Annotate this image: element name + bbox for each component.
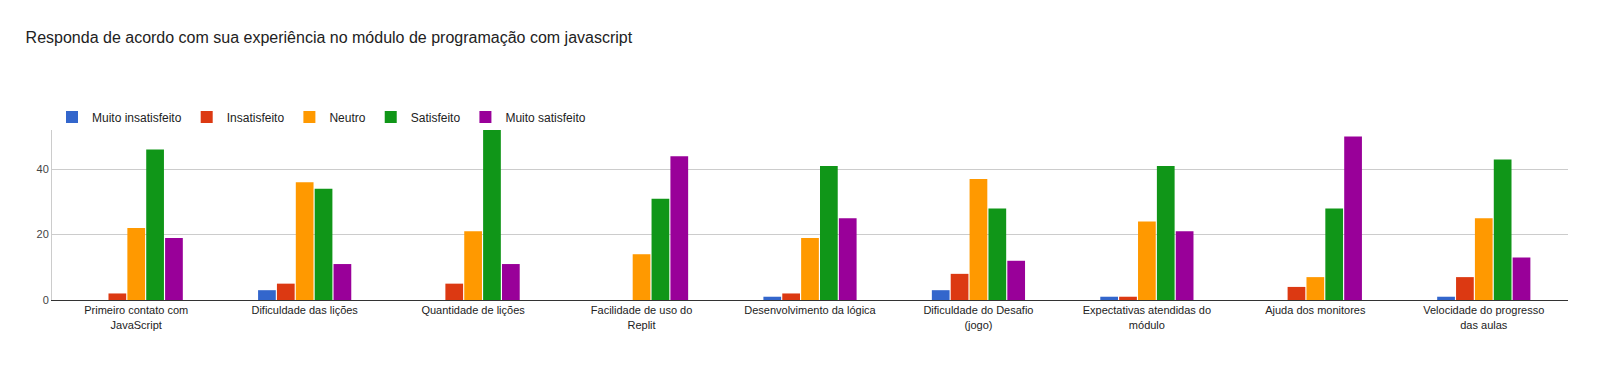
svg-text:Satisfeito: Satisfeito — [411, 111, 461, 125]
svg-text:20: 20 — [37, 228, 49, 240]
svg-text:Responda de acordo com sua exp: Responda de acordo com sua experiência n… — [26, 29, 633, 46]
svg-text:Dificuldade do Desafio(jogo): Dificuldade do Desafio(jogo) — [923, 304, 1033, 330]
svg-text:40: 40 — [37, 163, 49, 175]
svg-text:Neutro: Neutro — [329, 111, 365, 125]
svg-text:Velocidade do progressodas aul: Velocidade do progressodas aulas — [1423, 304, 1544, 330]
svg-text:Quantidade de lições: Quantidade de lições — [421, 304, 525, 316]
svg-text:Primeiro contato comJavaScript: Primeiro contato comJavaScript — [84, 304, 188, 330]
svg-text:Facilidade de uso doReplit: Facilidade de uso doReplit — [591, 304, 693, 330]
svg-text:Insatisfeito: Insatisfeito — [227, 111, 285, 125]
svg-text:0: 0 — [43, 294, 49, 306]
svg-text:Muito insatisfeito: Muito insatisfeito — [92, 111, 182, 125]
svg-text:Ajuda dos monitores: Ajuda dos monitores — [1265, 304, 1366, 316]
svg-text:Expectativas atendidas domódul: Expectativas atendidas domódulo — [1083, 304, 1211, 330]
svg-text:Desenvolvimento da lógica: Desenvolvimento da lógica — [744, 304, 876, 316]
svg-text:Dificuldade das lições: Dificuldade das lições — [251, 304, 358, 316]
svg-text:Muito satisfeito: Muito satisfeito — [505, 111, 585, 125]
